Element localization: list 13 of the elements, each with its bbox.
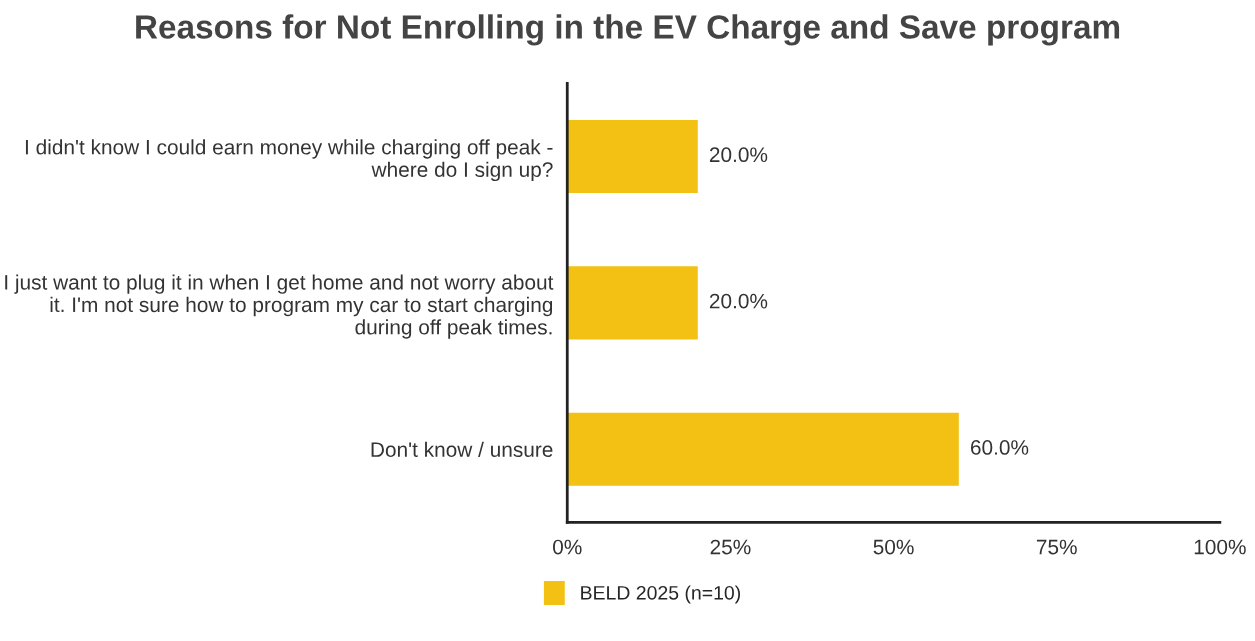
data-label: 60.0%: [970, 440, 1029, 455]
data-label: 20.0%: [709, 293, 768, 309]
y-tick-label: Don't know / unsure: [371, 441, 553, 457]
x-tick-label: 50%: [873, 539, 914, 555]
x-tick-label: 25%: [710, 539, 751, 555]
chart-title: Reasons for Not Enrolling in the EV Charge and Save program: [136, 14, 1120, 46]
data-label: 20.0%: [709, 147, 768, 163]
x-tick-label: 100%: [1194, 539, 1246, 555]
x-tick-label: 0%: [553, 539, 582, 555]
y-tick-label: I just want to plug it in when I get home and not worry about it. I'm not sure how to program my car to start charging during off peak times.: [5, 274, 554, 339]
x-tick-label: 75%: [1036, 539, 1077, 555]
legend-label: BELD 2025 (n=10): [581, 585, 740, 604]
y-tick-label: I didn't know I could earn money while charging off peak - where do I sign up?: [25, 139, 553, 182]
